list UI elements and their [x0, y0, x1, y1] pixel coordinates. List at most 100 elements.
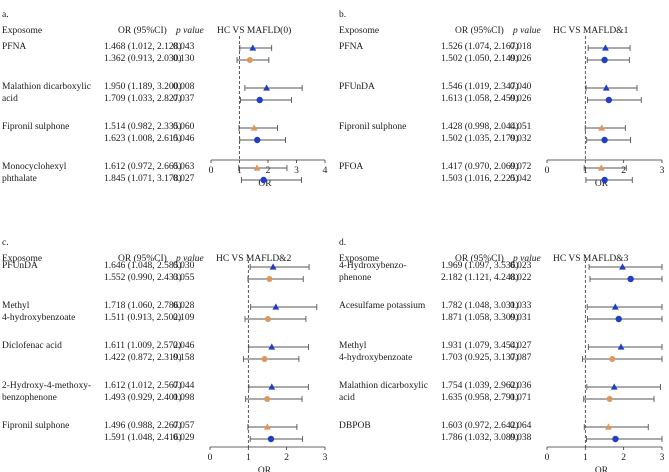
or-ci-value: 1.969 (1.097, 3.536) [441, 261, 519, 271]
p-value: 0.027 [510, 341, 532, 351]
p-value: 0.032 [510, 134, 532, 144]
header-exposome: Exposome [2, 26, 43, 36]
header-p-value: p value [513, 254, 541, 264]
p-value: 0.055 [173, 273, 195, 283]
p-value: 0.130 [173, 54, 195, 64]
p-value: 0.026 [510, 54, 532, 64]
p-value: 0.026 [510, 94, 532, 104]
exposome-label: Methyl [339, 341, 367, 351]
exposome-label: PFUnDA [2, 261, 38, 271]
exposome-label: DBPOB [339, 421, 371, 431]
or-ci-value: 1.496 (0.988, 2.267) [104, 421, 182, 431]
p-value: 0.027 [173, 174, 195, 184]
point-marker [601, 176, 608, 184]
or-ci-value: 1.612 (0.972, 2.665) [104, 162, 182, 172]
x-tick-label: 3 [323, 453, 328, 463]
point-marker [267, 435, 275, 443]
p-value: 0.043 [173, 42, 195, 52]
or-ci-value: 1.931 (1.079, 3.454) [441, 341, 519, 351]
p-value: 0.057 [173, 421, 195, 431]
exposome-label: PFUnDA [339, 82, 375, 92]
x-tick-label: 1 [583, 166, 588, 176]
point-marker [272, 303, 280, 310]
p-value: 0.038 [510, 433, 532, 443]
or-ci-value: 1.514 (0.982, 2.335) [104, 122, 182, 132]
point-marker [609, 356, 616, 362]
x-axis-label: OR [595, 179, 609, 189]
point-marker [627, 275, 634, 283]
p-value: 0.036 [510, 381, 532, 391]
or-ci-value: 1.845 (1.071, 3.178) [104, 174, 182, 184]
or-ci-value: 1.511 (0.913, 2.502) [104, 313, 182, 323]
point-marker [610, 383, 618, 390]
point-marker [605, 423, 612, 430]
p-value: 0.033 [510, 301, 532, 311]
exposome-label: phthalate [2, 174, 37, 184]
point-marker [246, 57, 253, 63]
or-ci-value: 1.782 (1.048, 3.031) [441, 301, 519, 311]
x-tick-label: 2 [621, 166, 626, 176]
header-p-value: p value [513, 26, 541, 36]
point-marker [602, 84, 610, 91]
exposome-label: PFNA [2, 42, 27, 52]
point-marker [606, 396, 613, 402]
point-marker [619, 263, 626, 270]
point-marker [617, 343, 625, 350]
exposome-label: Fipronil sulphone [2, 421, 70, 431]
x-tick-label: 0 [209, 166, 214, 176]
or-ci-value: 1.703 (0.925, 3.137) [441, 353, 519, 363]
x-tick-label: 1 [246, 453, 251, 463]
point-marker [269, 263, 277, 270]
exposome-label: PFNA [339, 42, 364, 52]
forest-panel: c. Exposome OR (95%CI) p value HC VS MAFLD&2… [0, 228, 332, 472]
or-ci-value: 1.623 (1.008, 2.615) [104, 134, 182, 144]
point-marker [250, 124, 258, 131]
header-or-ci: OR (95%CI) [118, 26, 167, 36]
p-value: 0.072 [510, 162, 532, 172]
forest-plot-svg: 0 1 2 3 4 OR [209, 36, 328, 189]
or-ci-value: 1.362 (0.913, 2.030) [104, 54, 182, 64]
p-value: 0.022 [510, 273, 532, 283]
point-marker [601, 56, 608, 64]
header-p-value: p value [176, 254, 204, 264]
forest-panel: a. Exposome OR (95%CI) p value HC VS MAFLD(0… [0, 0, 332, 189]
p-value: 0.018 [510, 42, 532, 52]
exposome-label: Diclofenac acid [2, 341, 62, 351]
exposome-label: 4-hydroxybenzoate [339, 353, 413, 363]
point-marker [263, 423, 271, 430]
header-or-ci: OR (95%CI) [455, 254, 504, 264]
p-value: 0.037 [173, 94, 195, 104]
p-value: 0.060 [173, 122, 195, 132]
exposome-label: 2-Hydroxy-4-methoxy- [2, 381, 92, 391]
or-ci-value: 1.709 (1.033, 2.827) [104, 94, 182, 104]
panel-label: a. [2, 10, 9, 20]
or-ci-value: 1.468 (1.012, 2.128) [104, 42, 182, 52]
or-ci-value: 1.502 (1.050, 2.149) [441, 54, 519, 64]
forest-panel: b. Exposome OR (95%CI) p value HC VS MAFLD&1… [337, 0, 669, 189]
p-value: 0.071 [510, 393, 532, 403]
p-value: 0.046 [173, 341, 195, 351]
exposome-label: benzophenone [2, 393, 57, 403]
p-value: 0.030 [173, 261, 195, 271]
x-tick-label: 0 [545, 166, 550, 176]
point-marker [598, 124, 606, 131]
or-ci-value: 1.428 (0.998, 2.044) [441, 122, 519, 132]
exposome-label: Acesulfame potassium [339, 301, 426, 311]
point-marker [254, 136, 261, 144]
exposome-label: phenone [339, 273, 372, 283]
header-or-ci: OR (95%CI) [455, 26, 504, 36]
x-tick-label: 1 [583, 453, 588, 463]
panel-label: d. [339, 238, 347, 248]
p-value: 0.087 [510, 353, 532, 363]
p-value: 0.042 [510, 174, 532, 184]
chart-title: HC VS MAFLD&2 [216, 254, 292, 264]
or-ci-value: 1.871 (1.058, 3.309) [441, 313, 519, 323]
exposome-label: Malathion dicarboxylic [339, 381, 428, 391]
point-marker [253, 164, 261, 171]
header-p-value: p value [176, 26, 204, 36]
p-value: 0.098 [173, 393, 195, 403]
chart-title: HC VS MAFLD&1 [553, 26, 629, 36]
point-marker [260, 176, 267, 184]
x-tick-label: 0 [545, 453, 550, 463]
x-tick-label: 3 [660, 166, 665, 176]
